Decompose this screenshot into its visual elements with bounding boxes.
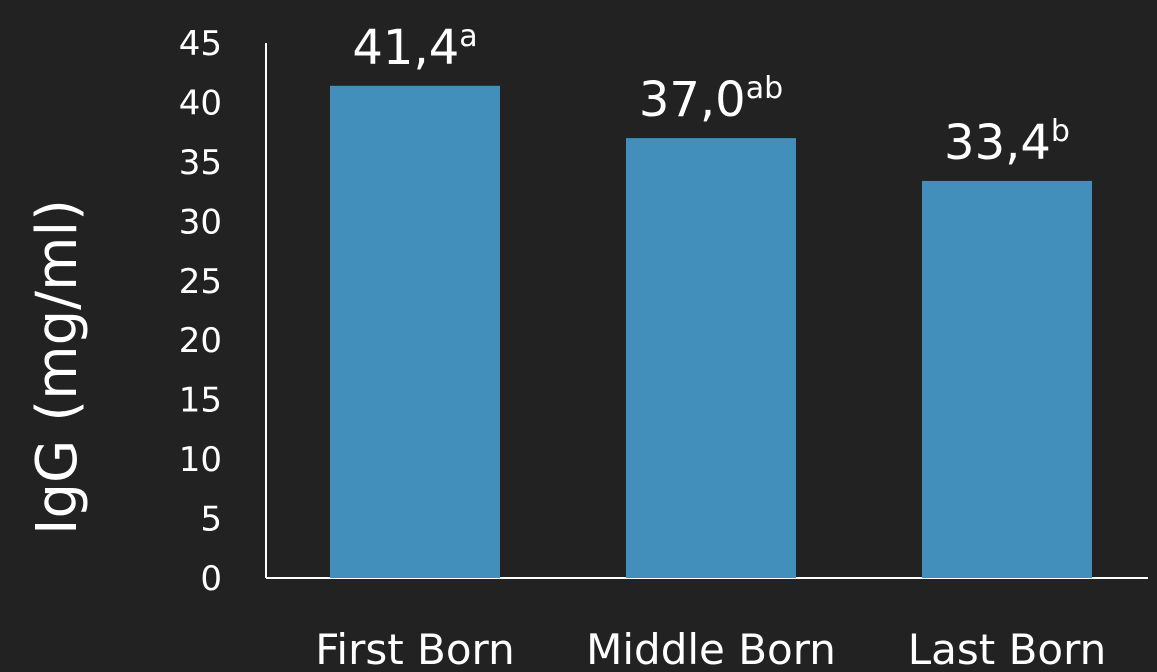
y-tick-label: 40: [179, 83, 222, 123]
y-tick-label: 20: [179, 321, 222, 361]
y-tick-label: 5: [200, 500, 222, 540]
data-label-value: 33,4: [944, 115, 1051, 171]
y-tick-label: 30: [179, 202, 222, 242]
y-tick-label: 35: [179, 143, 222, 183]
y-tick-label: 25: [179, 262, 222, 302]
y-axis-title: IgG (mg/ml): [25, 199, 90, 535]
data-label-value: 41,4: [352, 20, 459, 76]
y-tick-label: 0: [200, 559, 222, 599]
bar: [330, 85, 500, 579]
bar: [922, 180, 1092, 578]
data-label-superscript: a: [459, 19, 477, 54]
data-label-superscript: b: [1051, 114, 1070, 149]
x-tick-label: First Born: [315, 625, 514, 672]
y-tick-label: 10: [179, 440, 222, 480]
x-tick-label: Middle Born: [586, 625, 836, 672]
data-label-value: 37,0: [639, 72, 746, 128]
y-tick-label: 45: [179, 24, 222, 64]
data-label: 37,0ab: [639, 71, 783, 128]
x-tick-label: Last Born: [908, 625, 1107, 672]
data-label-superscript: ab: [746, 71, 783, 106]
y-tick-label: 15: [179, 381, 222, 421]
bar: [626, 138, 796, 578]
data-label: 33,4b: [944, 114, 1070, 171]
data-label: 41,4a: [352, 19, 477, 76]
